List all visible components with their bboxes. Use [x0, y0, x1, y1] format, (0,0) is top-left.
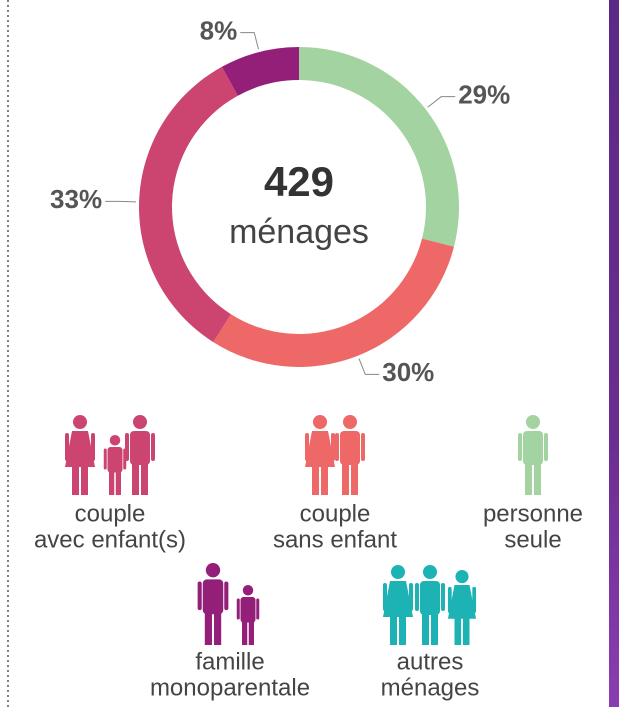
- icon-leg: [399, 611, 406, 645]
- icon-body: [523, 431, 543, 465]
- legend-label: famille: [195, 648, 264, 675]
- icon-body: [420, 581, 440, 615]
- icon-head: [133, 415, 147, 429]
- icon-body: [383, 581, 413, 617]
- icon-arm: [91, 433, 95, 461]
- icon-head: [242, 585, 254, 596]
- icon-leg: [204, 610, 212, 645]
- icon-leg: [248, 619, 254, 645]
- icon-head: [109, 435, 121, 446]
- legend-label: monoparentale: [150, 674, 310, 701]
- icon-leg: [214, 610, 222, 645]
- icon-body: [240, 597, 256, 623]
- icon-arm: [441, 583, 445, 611]
- icon-arm: [361, 433, 365, 461]
- icon-leg: [141, 461, 148, 495]
- icon-arm: [125, 433, 129, 461]
- icon-arm: [331, 433, 335, 461]
- icon-arm: [518, 433, 522, 461]
- icon-leg: [109, 469, 115, 495]
- icon-head: [73, 415, 87, 429]
- donut-slice: [138, 66, 238, 343]
- icon-leg: [534, 461, 541, 495]
- leader-line: [427, 96, 456, 108]
- icon-head: [313, 415, 327, 429]
- icon-arm: [256, 598, 260, 620]
- icon-head: [391, 565, 405, 579]
- icon-body: [305, 431, 335, 467]
- legend-label: couple: [300, 500, 371, 527]
- icon-body: [340, 431, 360, 465]
- side-bar: [609, 0, 619, 707]
- icon-arm: [415, 583, 419, 611]
- icon-leg: [312, 461, 319, 495]
- icon-arm: [151, 433, 155, 461]
- icon-leg: [525, 461, 532, 495]
- icon-arm: [447, 586, 452, 614]
- icon-body: [202, 579, 224, 615]
- center-label: ménages: [229, 213, 369, 251]
- icon-leg: [454, 613, 462, 645]
- icon-leg: [321, 461, 328, 495]
- icon-arm: [472, 586, 477, 614]
- icon-head: [526, 415, 540, 429]
- donut-slice: [299, 47, 459, 247]
- legend-label: ménages: [381, 674, 480, 701]
- icon-head: [455, 570, 469, 584]
- icon-arm: [335, 433, 339, 461]
- icon-leg: [390, 611, 397, 645]
- icon-arm: [305, 433, 309, 461]
- icon-leg: [342, 461, 349, 495]
- leader-line: [105, 200, 137, 203]
- icon-body: [107, 447, 123, 473]
- icon-leg: [115, 469, 121, 495]
- icon-leg: [431, 611, 438, 645]
- icon-body: [447, 585, 477, 619]
- icon-arm: [383, 583, 387, 611]
- icon-leg: [351, 461, 358, 495]
- legend-label: personne: [483, 500, 583, 527]
- donut-slice: [221, 47, 299, 96]
- icon-body: [130, 431, 150, 465]
- icon-arm: [103, 448, 107, 470]
- legend-label: avec enfant(s): [34, 526, 186, 553]
- icon-head: [343, 415, 357, 429]
- icon-leg: [81, 461, 88, 495]
- icon-arm: [197, 581, 202, 611]
- icon-leg: [242, 619, 248, 645]
- icon-body: [65, 431, 95, 467]
- legend-label: autres: [397, 648, 464, 675]
- leader-line: [358, 358, 380, 375]
- icon-arm: [409, 583, 413, 611]
- value-label: 29%: [458, 80, 510, 110]
- icon-arm: [65, 433, 69, 461]
- legend-label: seule: [504, 526, 561, 553]
- value-label: 8%: [200, 16, 238, 46]
- icon-head: [205, 563, 221, 578]
- icon-arm: [544, 433, 548, 461]
- icon-arm: [224, 581, 229, 611]
- value-label: 33%: [50, 184, 102, 214]
- center-value: 429: [264, 158, 334, 205]
- icon-arm: [236, 598, 240, 620]
- donut-slice: [213, 238, 454, 367]
- legend-label: sans enfant: [273, 526, 397, 553]
- legend-label: couple: [75, 500, 146, 527]
- value-label: 30%: [382, 357, 434, 387]
- icon-leg: [132, 461, 139, 495]
- icon-head: [423, 565, 437, 579]
- icon-leg: [422, 611, 429, 645]
- icon-leg: [462, 613, 470, 645]
- icon-leg: [72, 461, 79, 495]
- leader-line: [240, 32, 259, 50]
